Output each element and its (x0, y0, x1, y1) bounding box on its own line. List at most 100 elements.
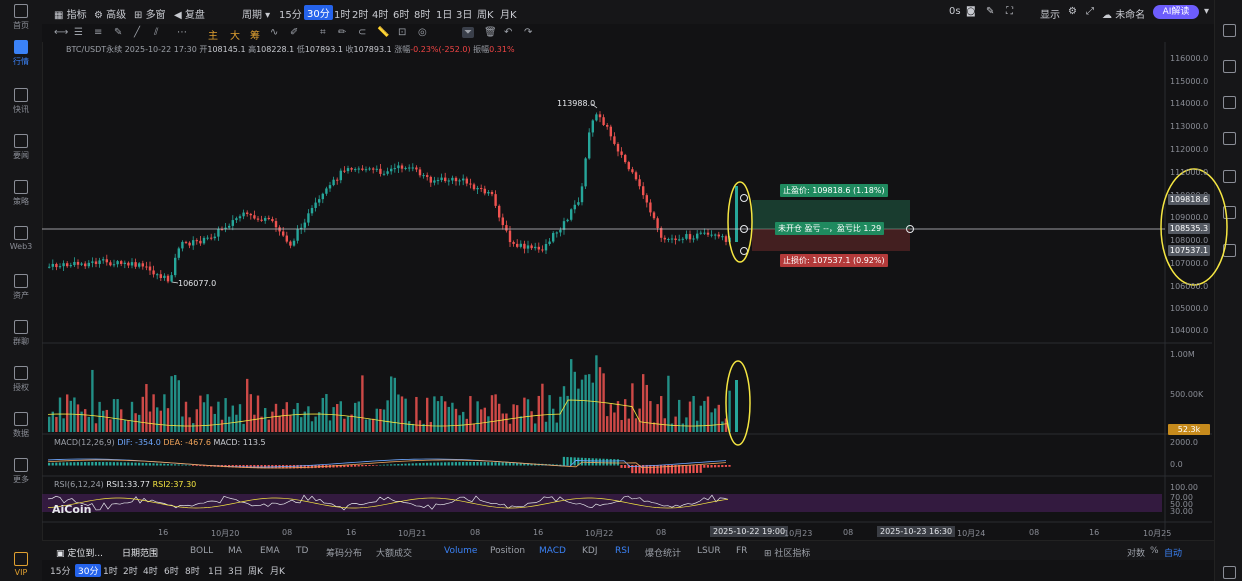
display-button[interactable]: 显示 (1040, 10, 1060, 21)
period-1h[interactable]: 1时 (334, 10, 351, 21)
period-week[interactable]: 周K (248, 567, 263, 577)
indicator-ema[interactable]: EMA (260, 546, 280, 556)
period-8h[interactable]: 8时 (414, 10, 431, 21)
indicator-big-trades[interactable]: 大额成交 (376, 549, 413, 559)
camera-icon[interactable]: ◙ (966, 6, 976, 17)
period-30m[interactable]: 30分 (75, 564, 102, 577)
indicator-macd[interactable]: MACD (539, 546, 566, 556)
indicator-liquidation[interactable]: 爆仓统计 (645, 549, 682, 559)
period-6h[interactable]: 6时 (393, 10, 410, 21)
bell-icon[interactable] (1223, 96, 1236, 109)
indicator-volume[interactable]: Volume (444, 546, 478, 556)
sidebar-item-assets[interactable]: 资产 (0, 274, 42, 301)
sidebar-item-auth[interactable]: 授权 (0, 366, 42, 393)
big-order-toggle[interactable]: 大 (230, 31, 240, 42)
settings-icon[interactable] (1223, 244, 1236, 257)
ray-tool-icon[interactable]: ╱ (134, 27, 141, 38)
ai-interpret-button[interactable]: AI解读 (1153, 5, 1199, 19)
replay-button[interactable]: ◀ 复盘 (174, 10, 205, 21)
fib-tool-icon[interactable]: ≡ (94, 27, 103, 38)
community-indicators-button[interactable]: ⊞ 社区指标 (764, 549, 811, 559)
magnet-tool-icon[interactable]: ⊂ (358, 27, 367, 38)
period-4h[interactable]: 4时 (372, 10, 389, 21)
edit-icon[interactable]: ✎ (986, 6, 995, 17)
sidebar-item-headlines[interactable]: 要闻 (0, 134, 42, 161)
globe-icon[interactable] (1223, 206, 1236, 219)
document-icon[interactable] (1223, 24, 1236, 37)
sidebar-item-web3[interactable]: Web3 (0, 226, 42, 251)
settings-icon[interactable]: ⚙ (1068, 6, 1077, 17)
redo-icon[interactable]: ↷ (524, 27, 533, 38)
chevron-down-icon[interactable]: ▾ (1204, 6, 1210, 17)
crop-tool-icon[interactable]: ⌗ (320, 27, 326, 38)
indicator-boll[interactable]: BOLL (190, 546, 214, 556)
multi-window-button[interactable]: ⊞ 多窗 (134, 10, 166, 21)
eye-tool-icon[interactable]: ◎ (418, 27, 427, 38)
ruler-tool-icon[interactable]: 📏 (377, 27, 390, 38)
position-label[interactable]: 未开仓 盈亏 --，盈亏比 1.29 (775, 222, 885, 235)
period-2h[interactable]: 2时 (123, 567, 138, 577)
indicator-chip-distribution[interactable]: 筹码分布 (326, 549, 363, 559)
sidebar-item-flash[interactable]: 快讯 (0, 88, 42, 115)
period-month[interactable]: 月K (270, 567, 285, 577)
date-range-button[interactable]: 日期范围 (122, 549, 159, 559)
sidebar-item-chat[interactable]: 群聊 (0, 320, 42, 347)
take-profit-label[interactable]: 止盈价: 109818.6 (1.18%) (780, 184, 888, 197)
wave-tool-icon[interactable]: ∿ (270, 27, 279, 38)
expand-icon[interactable]: ⤢ (1086, 6, 1094, 17)
sidebar-item-strategy[interactable]: 策略 (0, 180, 42, 207)
period-15m[interactable]: 15分 (279, 10, 302, 21)
main-chart-toggle[interactable]: 主 (208, 31, 218, 42)
period-2h[interactable]: 2时 (352, 10, 369, 21)
period-8h[interactable]: 8时 (185, 567, 200, 577)
lock-tool-icon[interactable]: ⊡ (398, 27, 407, 38)
indicator-lsur[interactable]: LSUR (697, 546, 721, 556)
undo-icon[interactable]: ↶ (504, 27, 513, 38)
lines-tool-icon[interactable]: ☰ (74, 27, 83, 38)
period-1d[interactable]: 1日 (436, 10, 453, 21)
sidebar-item-home[interactable]: 首页 (0, 4, 42, 31)
sidebar-item-data[interactable]: 数据 (0, 412, 42, 439)
period-3d[interactable]: 3日 (456, 10, 473, 21)
locate-button[interactable]: ▣ 定位到... (56, 549, 103, 559)
period-1h[interactable]: 1时 (103, 567, 118, 577)
fullscreen-icon[interactable]: ⛶ (1006, 6, 1013, 17)
trash-icon[interactable]: 🗑 (484, 27, 497, 38)
brush-tool-icon[interactable]: ✐ (290, 27, 299, 38)
indicator-fr[interactable]: FR (736, 546, 748, 556)
chat-bot-icon[interactable] (1223, 566, 1236, 579)
indicators-button[interactable]: ▦ 指标 (54, 10, 87, 21)
indicator-position[interactable]: Position (490, 546, 526, 556)
hline-tool-icon[interactable]: ⟷ (54, 27, 69, 38)
period-4h[interactable]: 4时 (143, 567, 158, 577)
layers-icon[interactable] (1223, 170, 1236, 183)
period-week[interactable]: 周K (477, 10, 494, 21)
chips-toggle[interactable]: 筹 (250, 31, 260, 42)
period-30m[interactable]: 30分 (304, 5, 333, 20)
log-scale-toggle[interactable]: 对数 (1127, 549, 1146, 559)
calendar-icon[interactable] (1223, 60, 1236, 73)
filter-tool-icon[interactable]: ⏷ (462, 27, 474, 38)
indicator-rsi[interactable]: RSI (615, 546, 630, 556)
alert-icon[interactable] (1223, 132, 1236, 145)
period-dropdown[interactable]: 周期 ▾ (242, 10, 271, 21)
sidebar-item-vip[interactable]: VIP (0, 552, 42, 577)
advanced-button[interactable]: ⚙ 高级 (94, 10, 127, 21)
channel-tool-icon[interactable]: ⫽ (154, 27, 159, 38)
indicator-ma[interactable]: MA (228, 546, 242, 556)
percent-scale-toggle[interactable]: % (1150, 546, 1159, 556)
auto-scale-toggle[interactable]: 自动 (1164, 549, 1183, 559)
stop-loss-label[interactable]: 止损价: 107537.1 (0.92%) (780, 254, 888, 267)
dots-tool-icon[interactable]: ⋯ (177, 27, 187, 38)
indicator-kdj[interactable]: KDJ (582, 546, 598, 556)
indicator-td[interactable]: TD (296, 546, 309, 556)
period-3d[interactable]: 3日 (228, 567, 243, 577)
sidebar-item-more[interactable]: 更多 (0, 458, 42, 485)
period-6h[interactable]: 6时 (164, 567, 179, 577)
period-1d[interactable]: 1日 (208, 567, 223, 577)
period-month[interactable]: 月K (500, 10, 517, 21)
period-15m[interactable]: 15分 (50, 567, 71, 577)
layout-name-dropdown[interactable]: ☁ 未命名 (1102, 10, 1146, 21)
sidebar-item-market[interactable]: 行情 (0, 40, 42, 67)
